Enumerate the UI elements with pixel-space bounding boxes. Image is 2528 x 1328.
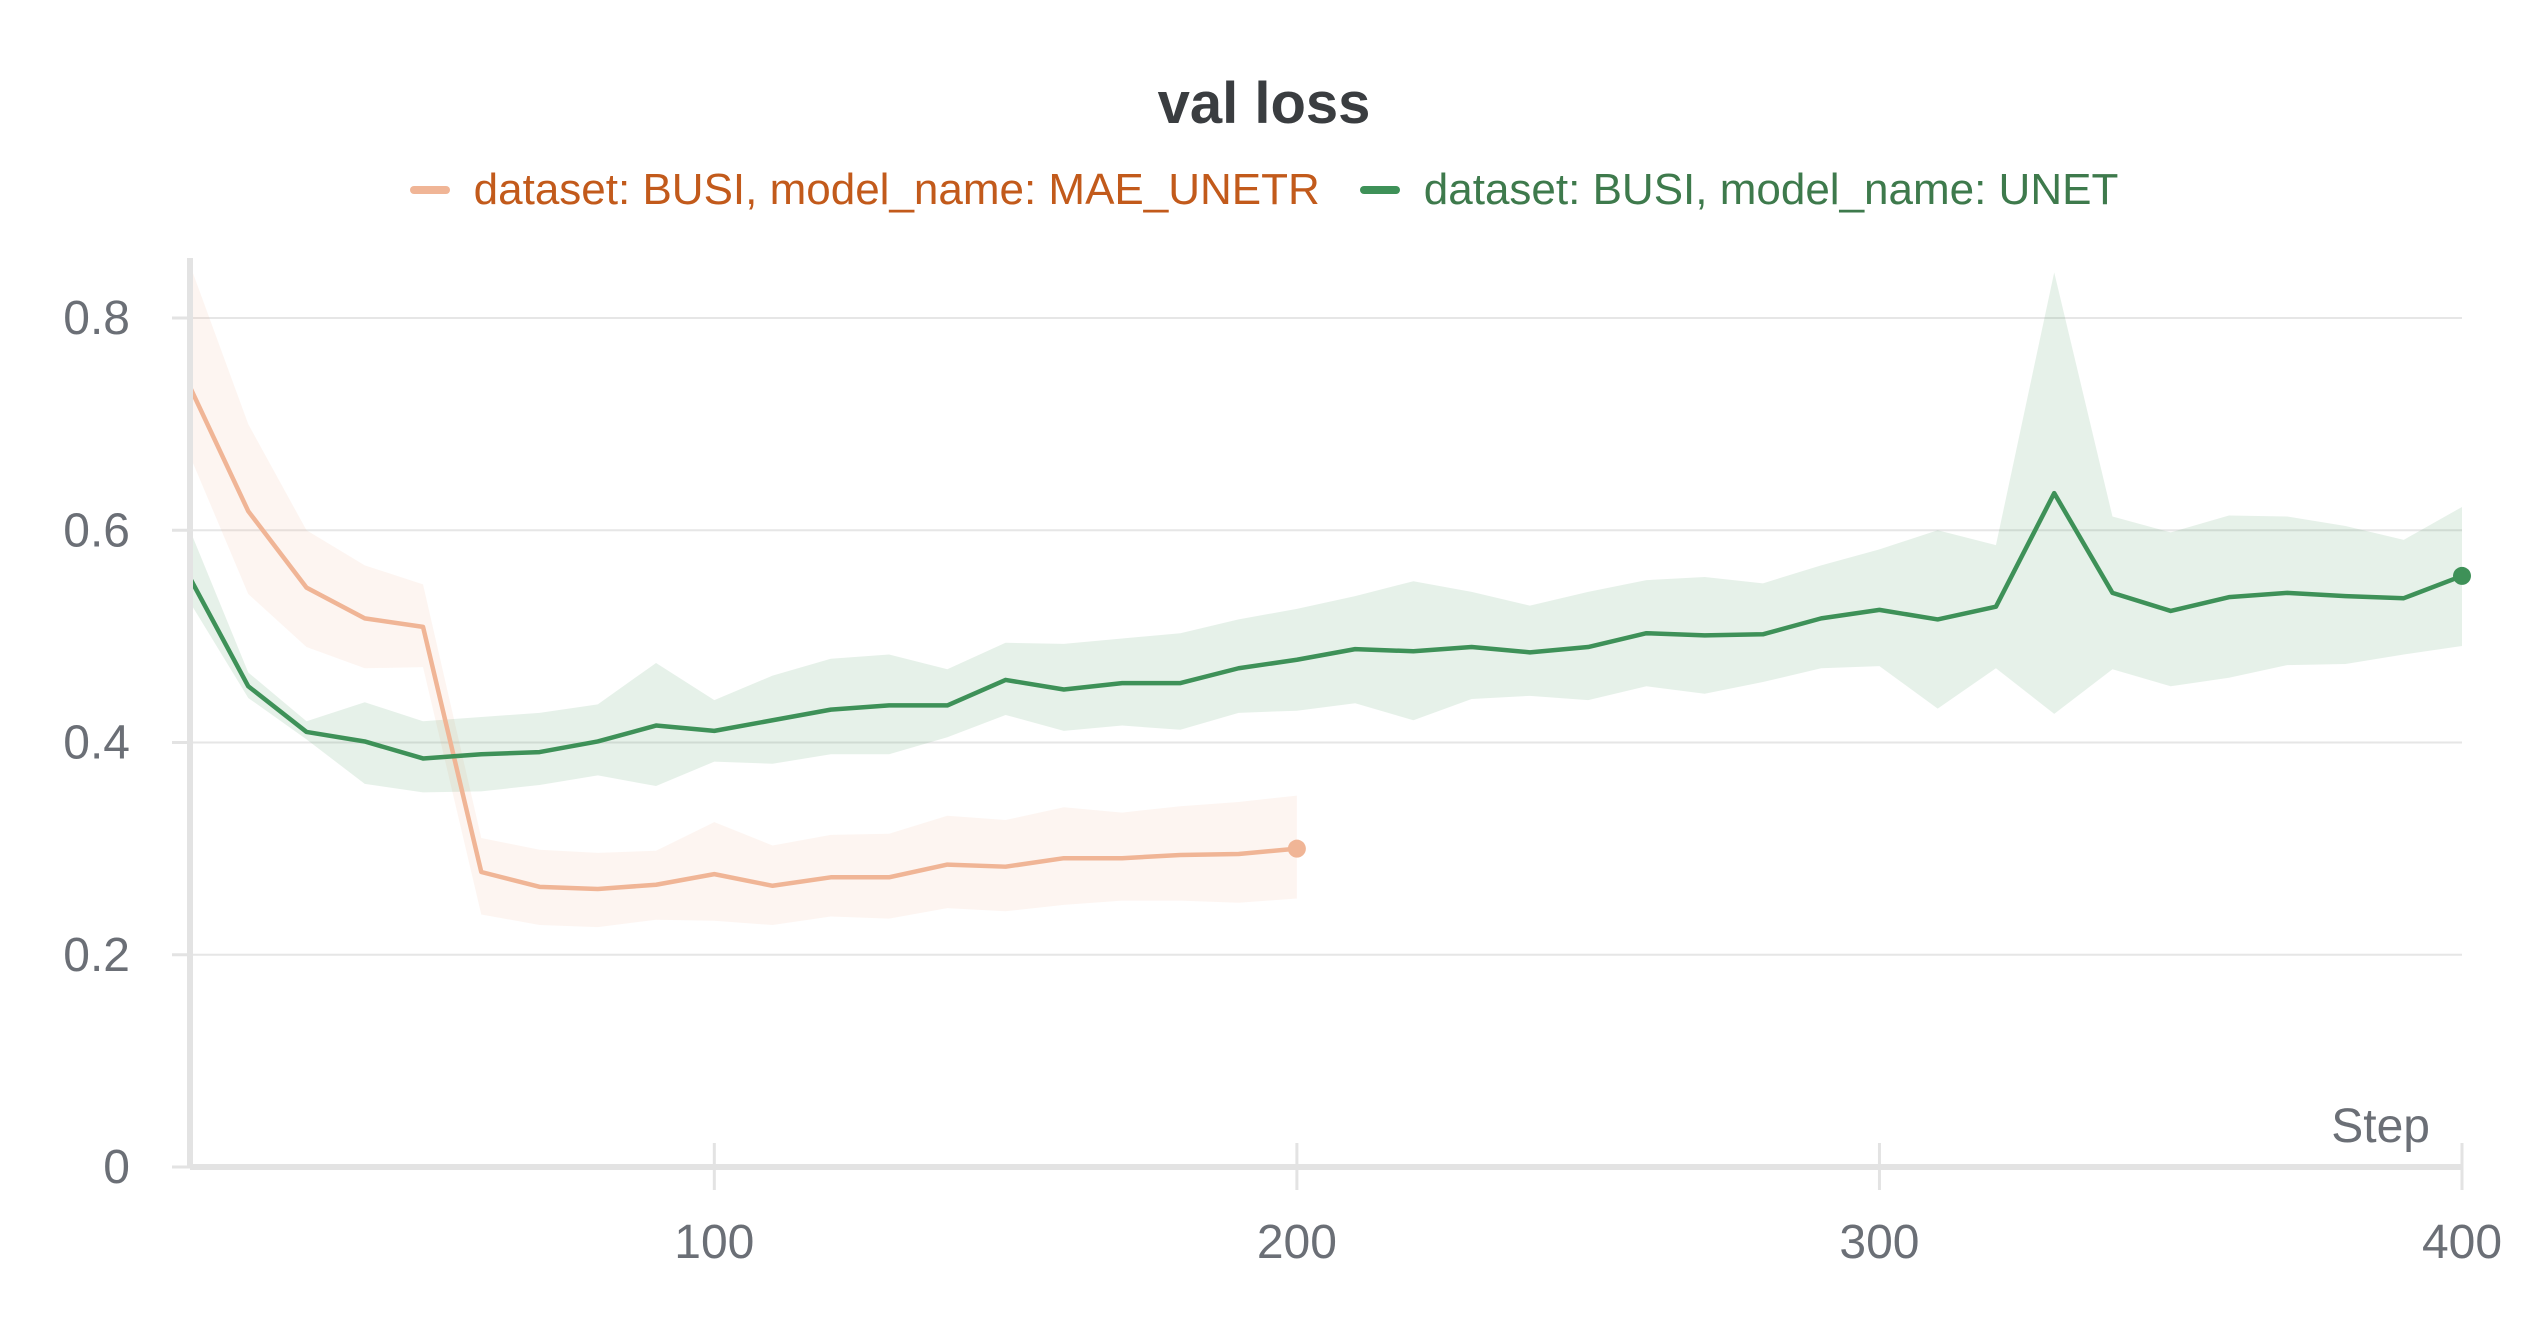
legend-swatch-mae-unetr bbox=[409, 186, 450, 194]
axis-layer: 0 0.2 0.4 0.6 0.8 100 200 300 400 bbox=[63, 258, 2502, 1269]
line-layer bbox=[187, 386, 2471, 892]
legend-item-mae-unetr[interactable]: dataset: BUSI, model_name: MAE_UNETR bbox=[409, 165, 1320, 215]
x-axis-label: Step bbox=[2331, 1100, 2430, 1153]
y-tick-label: 0.2 bbox=[63, 929, 130, 982]
series-line-1 bbox=[188, 490, 2463, 761]
chart-legend: dataset: BUSI, model_name: MAE_UNETR dat… bbox=[0, 165, 2528, 215]
y-tick-label: 0.4 bbox=[63, 717, 130, 770]
legend-label-mae-unetr: dataset: BUSI, model_name: MAE_UNETR bbox=[473, 165, 1320, 214]
x-tick-label: 300 bbox=[1839, 1216, 1919, 1269]
x-tick-label: 200 bbox=[1257, 1216, 1337, 1269]
chart-title: val loss bbox=[1157, 71, 1371, 136]
legend-swatch-unet bbox=[1359, 186, 1400, 194]
legend-label-unet: dataset: BUSI, model_name: UNET bbox=[1423, 165, 2119, 214]
x-tick-label: 400 bbox=[2422, 1216, 2502, 1269]
grid-layer bbox=[190, 317, 2462, 956]
series-band-1 bbox=[190, 272, 2462, 793]
series-line-0 bbox=[187, 386, 1298, 892]
y-tick-label: 0 bbox=[103, 1141, 130, 1194]
series-band-0 bbox=[190, 265, 1297, 928]
x-tick-label: 100 bbox=[674, 1216, 754, 1269]
series-endpoint-1 bbox=[2453, 566, 2471, 585]
band-layer bbox=[190, 265, 2462, 928]
series-endpoint-0 bbox=[1287, 839, 1306, 858]
legend-item-unet[interactable]: dataset: BUSI, model_name: UNET bbox=[1359, 165, 2119, 215]
y-tick-label: 0.8 bbox=[63, 292, 130, 345]
y-tick-label: 0.6 bbox=[63, 504, 130, 557]
